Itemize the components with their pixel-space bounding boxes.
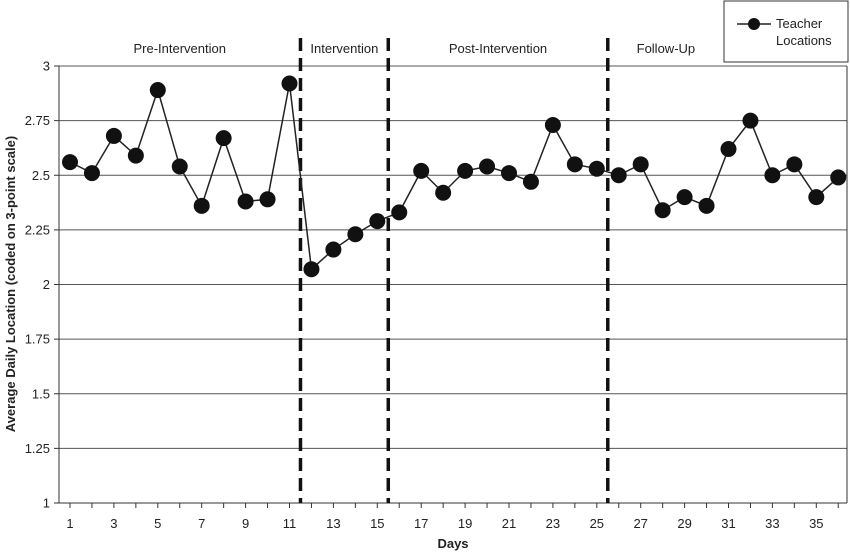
x-axis-ticks: 1 3 5 7 9 11 13 15 17 19 21 23 25 27 29 31 33 35 <box>66 503 839 531</box>
data-point <box>171 158 188 175</box>
x-tick-label: 33 <box>765 516 779 531</box>
data-point <box>632 156 649 173</box>
x-tick-label: 35 <box>809 516 823 531</box>
phase-label: Post-Intervention <box>449 41 547 56</box>
x-tick-label: 7 <box>198 516 205 531</box>
data-point <box>369 213 386 230</box>
data-point <box>764 167 781 184</box>
data-point <box>62 154 78 171</box>
x-tick-label: 21 <box>502 516 516 531</box>
x-tick-label: 1 <box>66 516 73 531</box>
legend-box <box>723 0 849 63</box>
x-tick-label: 11 <box>283 516 297 531</box>
y-tick-label: 1.25 <box>25 441 50 456</box>
data-point <box>566 156 583 173</box>
data-point <box>457 162 474 179</box>
data-point <box>830 169 847 186</box>
data-point <box>808 189 825 206</box>
phase-label: Pre-Intervention <box>133 41 226 56</box>
data-point <box>413 162 430 179</box>
data-point <box>105 127 122 144</box>
legend-label-line1: Teacher <box>776 16 823 31</box>
data-point <box>391 204 408 221</box>
data-point <box>588 160 605 177</box>
x-tick-label: 13 <box>326 516 340 531</box>
data-point <box>303 261 320 278</box>
y-tick-label: 2 <box>43 277 50 292</box>
x-tick-label: 25 <box>590 516 604 531</box>
data-point <box>347 226 364 243</box>
y-tick-label: 1.5 <box>32 386 50 401</box>
y-tick-label: 2.75 <box>25 113 50 128</box>
data-point <box>259 191 276 208</box>
data-point <box>676 189 693 206</box>
data-point <box>654 202 671 219</box>
x-tick-label: 15 <box>370 516 384 531</box>
data-point <box>522 173 539 190</box>
y-axis-title: Average Daily Location (coded on 3-point… <box>3 136 18 432</box>
data-point <box>127 147 144 164</box>
data-point <box>435 184 452 201</box>
data-point <box>83 165 100 182</box>
x-tick-label: 31 <box>721 516 735 531</box>
data-point <box>742 112 759 129</box>
phase-label: Intervention <box>310 41 378 56</box>
y-tick-label: 3 <box>43 59 50 74</box>
x-tick-label: 17 <box>414 516 428 531</box>
x-tick-label: 19 <box>458 516 472 531</box>
x-tick-label: 27 <box>633 516 647 531</box>
legend: Teacher Locations <box>723 0 849 63</box>
y-tick-label: 1 <box>43 496 50 511</box>
y-tick-label: 2.5 <box>32 168 50 183</box>
data-point <box>501 165 517 182</box>
phase-change-lines <box>298 38 610 503</box>
x-tick-label: 23 <box>546 516 560 531</box>
y-tick-label: 1.75 <box>25 332 50 347</box>
x-tick-label: 29 <box>677 516 691 531</box>
data-point <box>193 197 210 214</box>
data-point <box>698 197 715 214</box>
data-point <box>325 241 342 258</box>
phase-label: Follow-Up <box>637 41 696 56</box>
data-point <box>281 75 298 92</box>
x-tick-label: 3 <box>110 516 117 531</box>
legend-label-line2: Locations <box>776 33 832 48</box>
data-point <box>479 158 496 175</box>
phase-labels: Pre-Intervention Intervention Post-Interve… <box>133 41 695 56</box>
data-point <box>149 82 166 99</box>
data-point <box>544 116 561 133</box>
x-axis-title: Days <box>437 536 468 551</box>
y-tick-label: 2.25 <box>25 222 50 237</box>
data-point <box>215 130 232 147</box>
series-line <box>69 83 839 271</box>
x-tick-label: 9 <box>242 516 249 531</box>
series-teacher-locations <box>62 75 847 278</box>
data-point <box>786 156 803 173</box>
data-point <box>237 193 254 210</box>
data-point <box>610 167 627 184</box>
legend-marker <box>748 18 760 30</box>
x-tick-label: 5 <box>154 516 161 531</box>
y-axis-ticks: 1 1.25 1.5 1.75 2 2.25 2.5 2.75 3 <box>25 59 59 511</box>
grid-lines <box>59 65 847 449</box>
data-point <box>720 141 737 158</box>
